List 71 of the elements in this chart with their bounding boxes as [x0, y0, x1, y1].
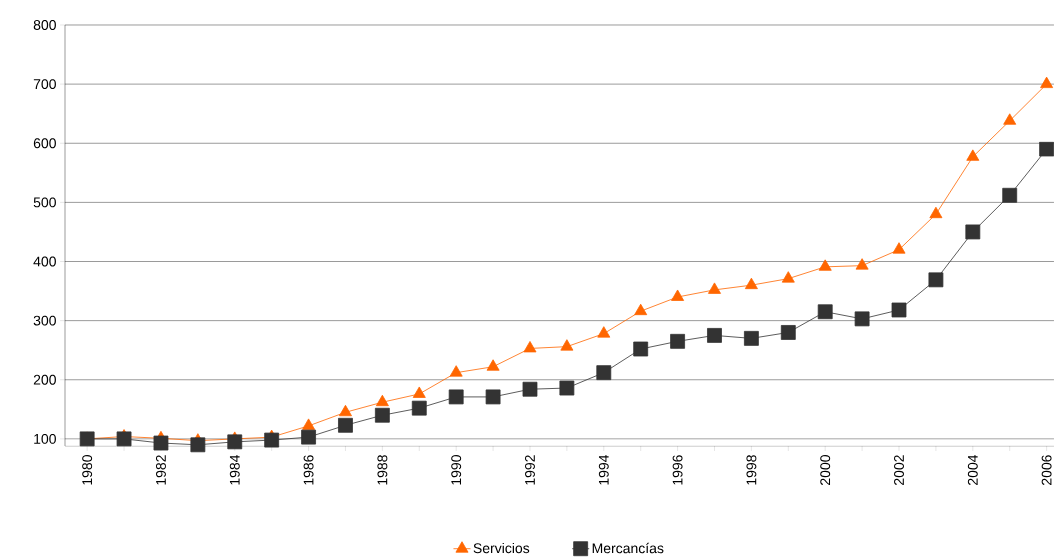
point — [449, 365, 463, 377]
y-tick-label: 500 — [33, 197, 56, 208]
x-tick-label: 1990 — [451, 455, 462, 485]
point — [891, 302, 907, 318]
x-tick-label: 1988 — [377, 455, 388, 485]
legend-label: Mercancías — [592, 542, 664, 554]
x-tick-label: 1986 — [303, 455, 314, 485]
point — [707, 328, 722, 343]
point — [634, 303, 648, 316]
point — [596, 365, 612, 381]
x-tick-label: 2000 — [820, 455, 831, 485]
point — [744, 277, 758, 290]
point — [79, 431, 95, 447]
point — [671, 289, 685, 301]
point — [854, 311, 870, 327]
point — [412, 386, 426, 398]
point — [486, 359, 500, 371]
point — [301, 429, 316, 445]
point — [375, 394, 389, 407]
point — [153, 435, 169, 451]
point — [411, 400, 427, 416]
point — [523, 341, 537, 353]
point — [744, 330, 759, 346]
point — [116, 431, 132, 447]
x-tick-label: 1982 — [155, 455, 166, 485]
point — [965, 224, 981, 240]
point — [817, 304, 833, 320]
y-tick-label: 300 — [33, 315, 56, 326]
point — [1003, 113, 1017, 125]
point — [928, 272, 944, 288]
point — [374, 407, 390, 423]
point — [485, 389, 501, 405]
point — [892, 242, 906, 254]
x-tick-label: 1992 — [525, 455, 535, 485]
point — [966, 149, 980, 161]
x-tick-label: 1984 — [229, 454, 240, 485]
point — [708, 282, 721, 294]
point — [855, 258, 869, 270]
point — [522, 381, 538, 397]
point — [818, 259, 832, 271]
point — [302, 418, 316, 430]
point — [781, 271, 795, 283]
point — [670, 333, 685, 349]
point — [597, 326, 611, 338]
x-tick-label: 1996 — [672, 455, 683, 485]
point — [1040, 76, 1054, 89]
point — [560, 339, 574, 351]
point — [264, 432, 280, 448]
point — [929, 206, 943, 219]
point — [338, 417, 353, 433]
x-tick-label: 1994 — [598, 454, 609, 485]
point — [559, 380, 575, 396]
y-tick-label: 600 — [33, 138, 56, 149]
point — [633, 341, 649, 357]
y-tick-label: 100 — [34, 433, 56, 444]
point — [190, 437, 206, 453]
point — [227, 434, 243, 450]
y-tick-label: 800 — [33, 20, 56, 30]
x-tick-label: 1980 — [82, 455, 93, 485]
point — [448, 389, 464, 405]
point — [339, 404, 352, 417]
y-tick-label: 700 — [33, 79, 56, 90]
point — [780, 325, 796, 340]
x-tick-label: 2006 — [1041, 455, 1052, 485]
x-tick-label: 2004 — [967, 454, 978, 485]
x-tick-label: 2002 — [894, 455, 904, 485]
x-tick-label: 1998 — [746, 455, 757, 485]
y-tick-label: 400 — [33, 256, 56, 267]
y-tick-label: 200 — [33, 374, 56, 385]
legend-label: Servicios — [473, 542, 530, 554]
point — [1002, 187, 1018, 203]
